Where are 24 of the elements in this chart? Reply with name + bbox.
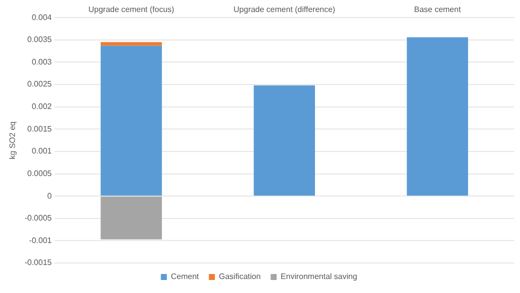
y-tick-label: -0.001 xyxy=(29,236,52,245)
bar xyxy=(100,46,162,196)
y-axis-title: kg SO2 eq xyxy=(8,121,18,160)
y-tick-label: 0.004 xyxy=(32,12,52,22)
y-tick-label: 0.001 xyxy=(32,146,52,156)
x-tick-label: Base cement xyxy=(414,5,462,14)
legend-label: Environmental saving xyxy=(280,272,358,282)
x-tick-label: Upgrade cement (focus) xyxy=(88,5,175,14)
y-tick-label: -0.0015 xyxy=(24,258,52,268)
y-tick-label: 0 xyxy=(47,191,52,200)
y-tick-label: 0.002 xyxy=(32,102,52,112)
bar xyxy=(254,85,315,196)
legend-label: Gasification xyxy=(218,272,261,282)
legend-label: Cement xyxy=(170,272,200,282)
y-tick-label: 0.0035 xyxy=(27,35,52,44)
x-tick-label: Upgrade cement (difference) xyxy=(234,5,336,14)
bar xyxy=(406,37,468,196)
y-tick-label: 0.0005 xyxy=(27,168,52,178)
y-tick-label: 0.0025 xyxy=(27,80,52,89)
bar xyxy=(100,42,162,46)
y-tick-label: -0.0005 xyxy=(24,214,52,223)
y-tick-label: 0.003 xyxy=(32,57,52,66)
bar xyxy=(100,196,162,240)
y-tick-label: 0.0015 xyxy=(27,124,52,134)
